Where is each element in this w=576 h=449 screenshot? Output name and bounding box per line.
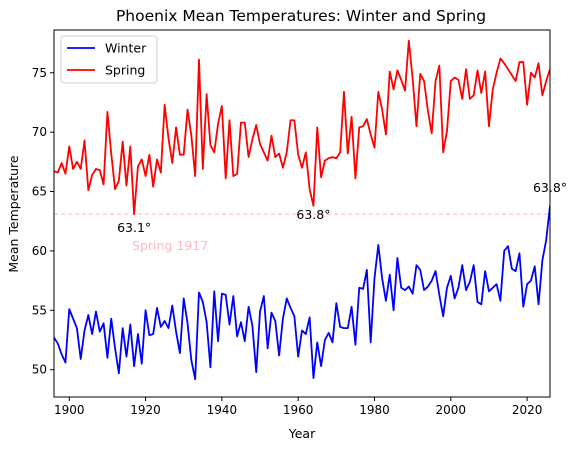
annotation-1: 63.1° [117, 220, 151, 235]
annotation-layer: 63.1°63.8°63.8°Spring 1917 [117, 180, 567, 253]
y-tick-label: 50 [32, 363, 47, 377]
annotation-2: 63.8° [296, 207, 330, 222]
y-tick-label: 65 [32, 185, 47, 199]
x-tick-label: 2000 [436, 403, 467, 417]
series-line-winter [54, 205, 550, 381]
legend-label-winter: Winter [105, 41, 147, 56]
plot-area [54, 39, 550, 381]
annotation-4: Spring 1917 [132, 238, 208, 253]
x-tick-label: 1920 [130, 403, 161, 417]
x-tick-label: 1960 [283, 403, 314, 417]
legend: Winter Spring [60, 35, 158, 84]
y-tick-label: 75 [32, 66, 47, 80]
y-tick-label: 70 [32, 125, 47, 139]
x-tick-label: 1940 [207, 403, 238, 417]
y-tick-label: 55 [32, 303, 47, 317]
axes: 1900 1920 1940 1960 1980 2000 2020 50 55 60 65 70 75 [32, 66, 543, 417]
x-tick-label: 1900 [54, 403, 85, 417]
x-axis-label: Year [288, 426, 316, 441]
chart-title: Phoenix Mean Temperatures: Winter and Sp… [116, 7, 486, 25]
series-line-spring [54, 39, 550, 215]
plot-frame [53, 29, 551, 398]
y-axis-label: Mean Temperature [6, 155, 21, 273]
legend-label-spring: Spring [105, 63, 145, 78]
x-tick-label: 2020 [512, 403, 543, 417]
series-layer [54, 39, 550, 381]
y-tick-label: 60 [32, 244, 47, 258]
x-tick-label: 1980 [359, 403, 390, 417]
